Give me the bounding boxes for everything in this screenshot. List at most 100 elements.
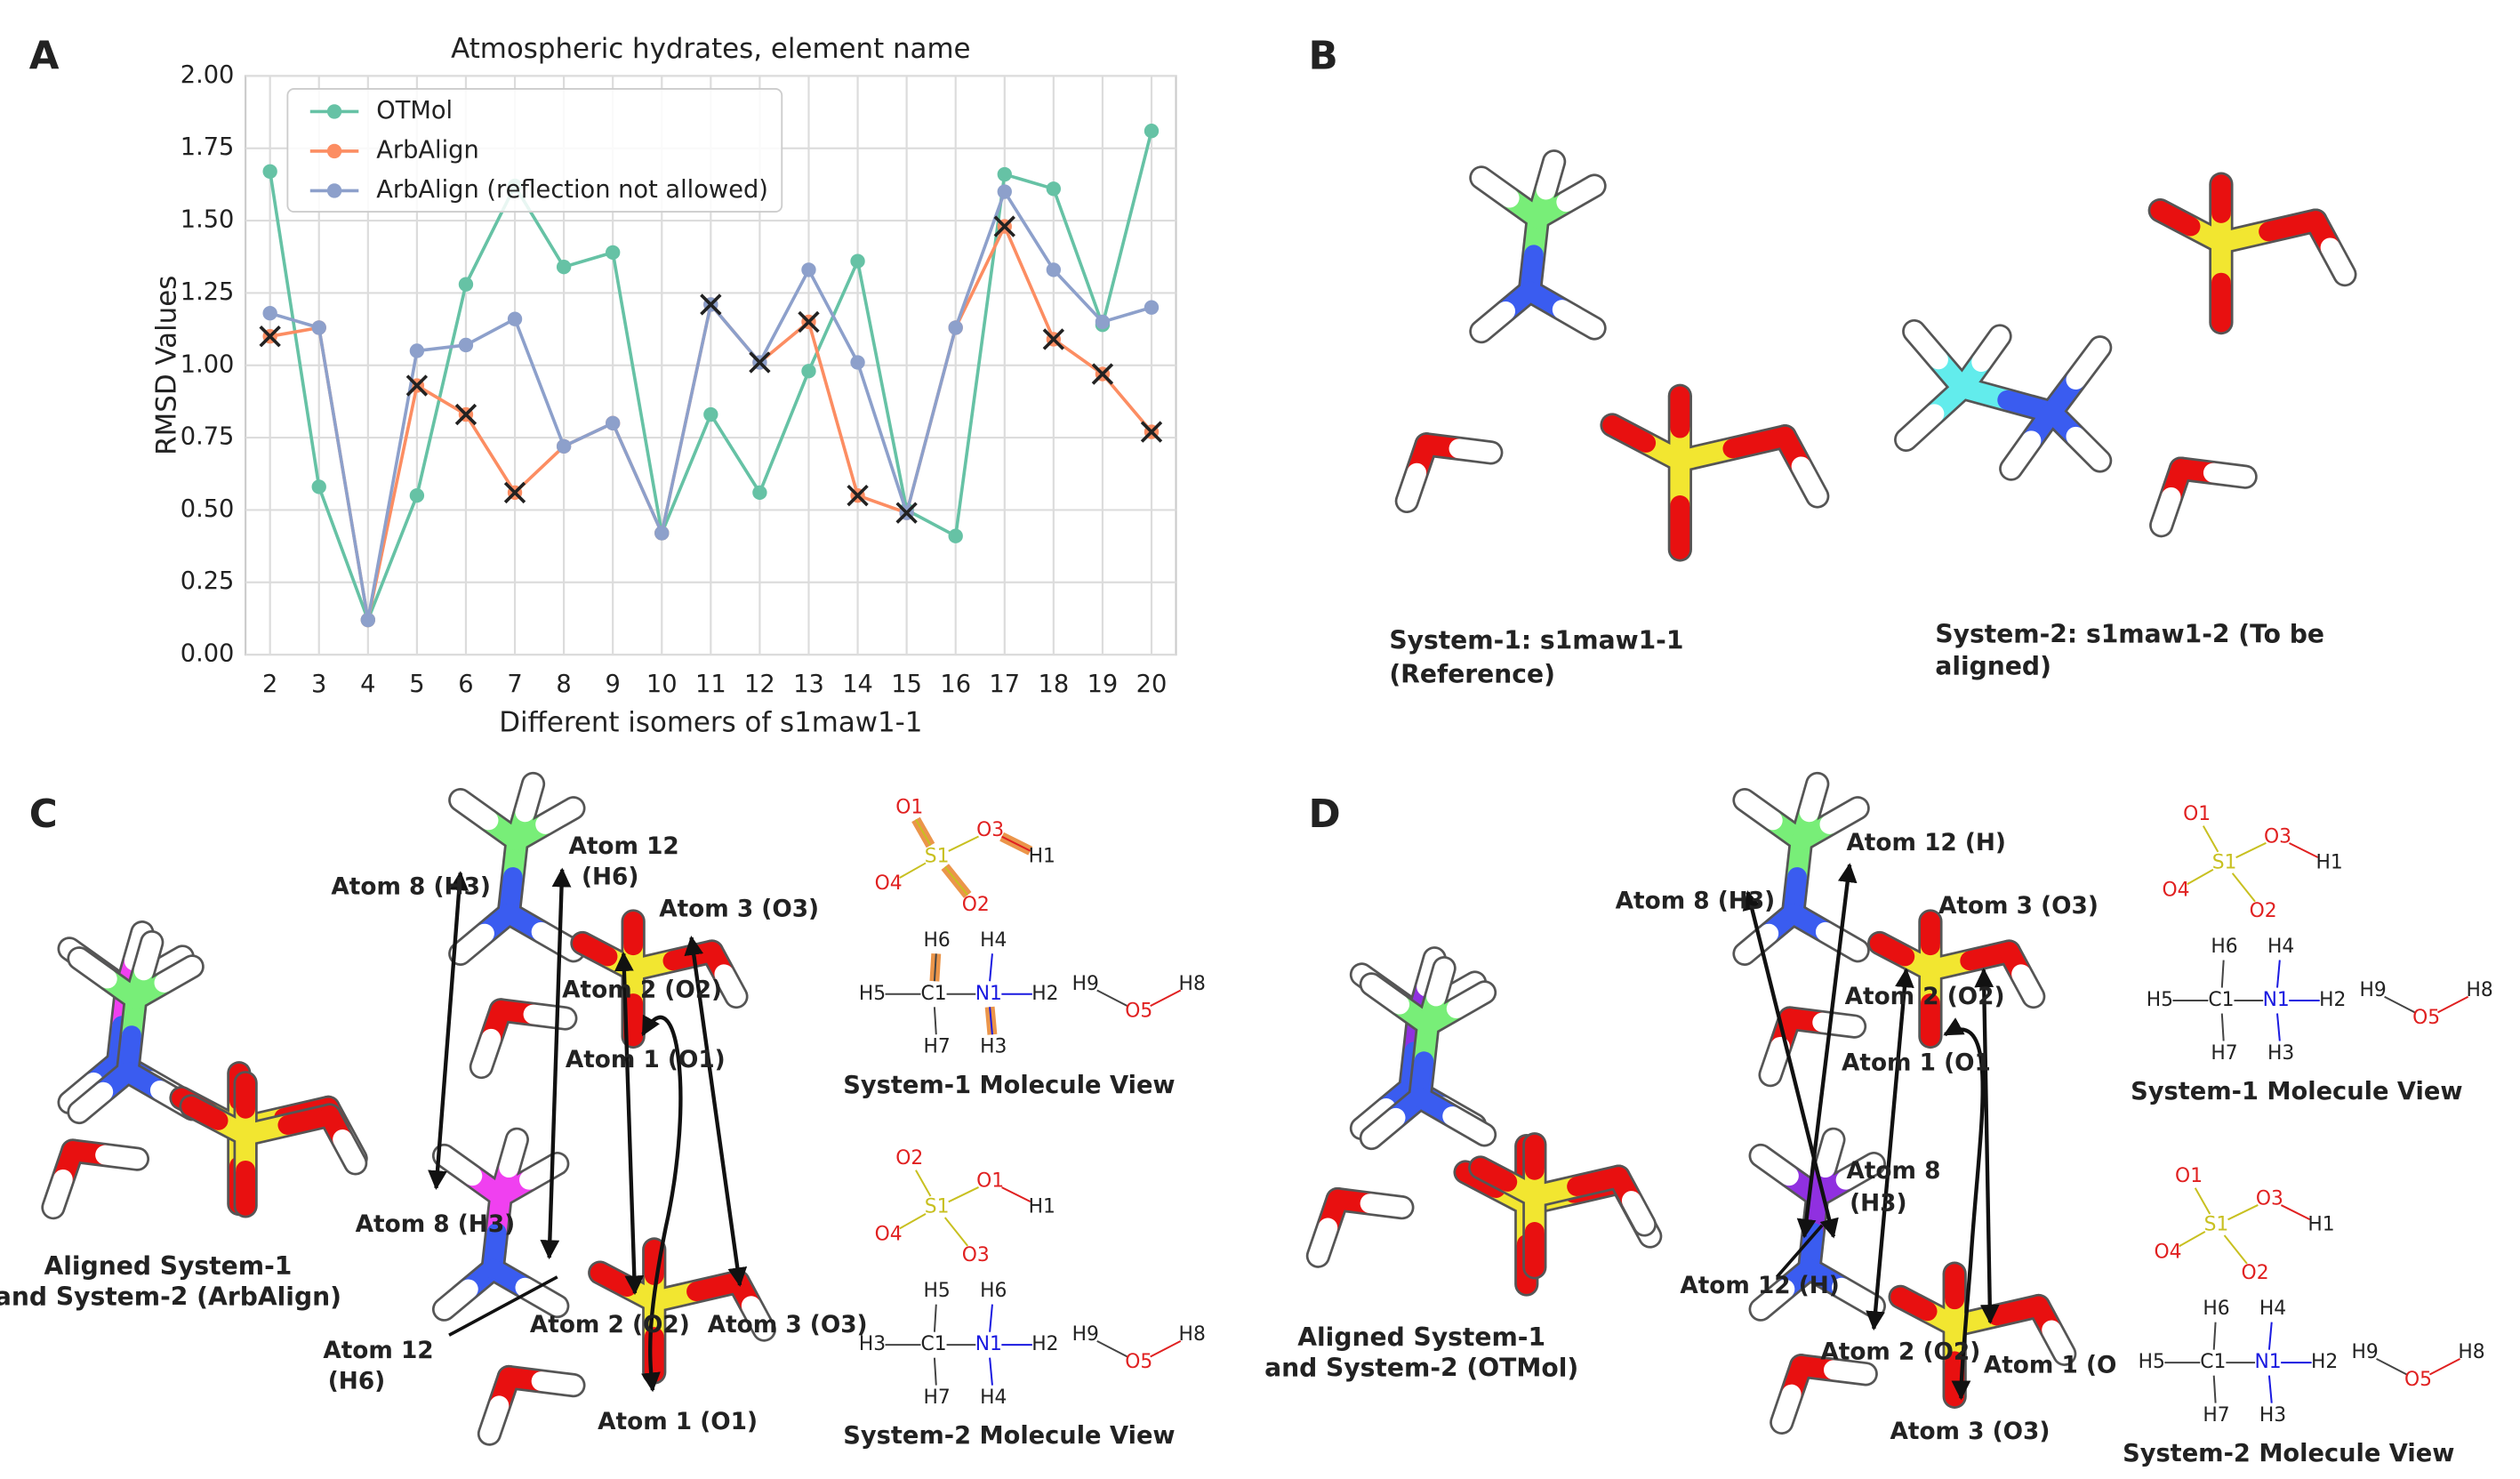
bond-2d	[899, 1212, 927, 1230]
atom-2d: O3	[2256, 1188, 2283, 1210]
molecule	[67, 929, 205, 1125]
bond-2d	[2227, 1204, 2259, 1221]
arrow	[1796, 863, 1858, 1239]
atom-2d: C1	[920, 983, 946, 1005]
data-point	[1095, 314, 1111, 330]
y-tick-label: 2.00	[181, 61, 235, 89]
atom-2d: O3	[2264, 825, 2291, 848]
atom-2d: O5	[2412, 1007, 2440, 1029]
atom-label: Atom 1 (O1)	[566, 1047, 726, 1073]
bond-2d	[933, 1007, 937, 1035]
bond-2d	[989, 1304, 993, 1332]
x-tick-label: 10	[646, 671, 678, 698]
atom-label: (H3)	[1850, 1191, 1906, 1218]
atom-2d: H7	[924, 1036, 951, 1058]
bond-2d	[2437, 995, 2469, 1014]
molecule	[448, 771, 586, 966]
molecule	[431, 1127, 570, 1322]
atom-2d: O3	[976, 819, 1004, 841]
view-title: System-1 Molecule View	[843, 1072, 1175, 1099]
bond-2d	[1001, 1186, 1031, 1203]
data-point	[311, 479, 326, 494]
cross-marker	[454, 403, 478, 426]
x-tick-label: 11	[695, 671, 726, 698]
bond-half	[60, 1072, 104, 1113]
atom-2d: O4	[2154, 1242, 2181, 1264]
atom-2d: H6	[2211, 936, 2237, 958]
data-point	[850, 355, 865, 370]
atom-label: Atom 2 (O2)	[562, 977, 722, 1004]
bond-2d	[2212, 1375, 2217, 1403]
atom-label: Atom 3 (O3)	[659, 896, 819, 923]
atom-2d: H8	[2458, 1341, 2484, 1363]
bond-2d	[2267, 1375, 2273, 1403]
view-title: System-1 Molecule View	[2131, 1078, 2462, 1105]
x-tick-label: 3	[311, 671, 326, 698]
caption: and System-2 (OTMol)	[1264, 1353, 1578, 1382]
bond-half	[1896, 404, 1945, 450]
x-tick-label: 2	[262, 671, 277, 698]
legend-label: ArbAlign	[376, 136, 478, 164]
bond-2d	[2280, 1204, 2310, 1221]
bond-half	[2151, 486, 2181, 535]
atom-2d: O3	[962, 1244, 990, 1266]
bond-half	[741, 1296, 774, 1339]
bond-half	[1436, 973, 1485, 1009]
atom-2d: H6	[2203, 1298, 2229, 1320]
bond-half	[1556, 176, 1604, 213]
data-point	[458, 337, 474, 353]
bond-half	[1360, 1194, 1412, 1218]
molecule	[1468, 1132, 1657, 1280]
atom-2d: H6	[924, 929, 951, 952]
bond-2d	[2231, 872, 2256, 903]
atom-2d: O1	[2175, 1165, 2203, 1187]
bond-half	[434, 1279, 478, 1320]
atom-2d: O5	[1125, 1351, 1152, 1373]
atom-2d: H4	[2267, 936, 2294, 958]
atom-2d: H5	[859, 983, 886, 1005]
atom-2d: S1	[925, 1196, 950, 1218]
arrow	[1866, 968, 1914, 1331]
y-tick-label: 1.50	[181, 206, 235, 234]
bond-half	[1602, 415, 1657, 453]
x-tick-label: 17	[989, 671, 1020, 698]
y-tick-label: 0.50	[181, 495, 235, 523]
caption: Aligned System-1	[1297, 1322, 1545, 1352]
atom-2d: H4	[980, 1387, 1007, 1409]
atom-2d: O5	[1125, 1001, 1152, 1023]
atom-2d: S1	[925, 845, 950, 867]
bond-half	[2203, 462, 2256, 487]
y-axis-label: RMSD Values	[150, 276, 182, 455]
atom-2d: H3	[859, 1333, 886, 1355]
bond-half	[1308, 1218, 1338, 1266]
system-label: (Reference)	[1389, 660, 1555, 689]
data-point	[262, 306, 277, 321]
bond-half	[1735, 790, 1783, 831]
bond-half	[573, 933, 618, 967]
atom-label: Atom 8 (H3)	[1616, 888, 1776, 915]
bond-2d	[1001, 835, 1031, 852]
y-tick-label: 0.75	[181, 423, 235, 451]
caption: Aligned System-1	[44, 1251, 293, 1281]
bond-2d	[2384, 995, 2416, 1014]
bond-half	[1869, 933, 1915, 967]
bond-2d	[1150, 989, 1182, 1007]
x-tick-label: 15	[891, 671, 922, 698]
data-point	[606, 245, 621, 261]
data-point	[1046, 262, 1062, 277]
x-tick-label: 8	[556, 671, 571, 698]
atom-2d: H3	[2259, 1404, 2286, 1427]
molecule	[41, 1138, 150, 1220]
bond-2d	[915, 1170, 932, 1197]
bond-half	[44, 1169, 73, 1218]
arrow	[1974, 968, 2000, 1324]
data-point	[801, 262, 816, 277]
atom-2d: H2	[1031, 983, 1058, 1005]
view-title: System-2 Molecule View	[2123, 1440, 2454, 1467]
bond-half	[2011, 964, 2043, 1007]
y-tick-label: 0.25	[181, 567, 235, 595]
cross-marker	[1042, 328, 1065, 350]
x-tick-label: 5	[409, 671, 424, 698]
data-point	[1144, 300, 1160, 315]
bond-half	[515, 774, 543, 823]
